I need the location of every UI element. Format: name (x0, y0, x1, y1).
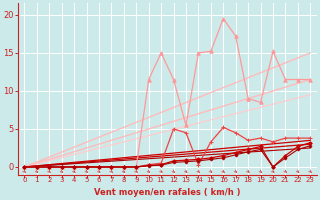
X-axis label: Vent moyen/en rafales ( km/h ): Vent moyen/en rafales ( km/h ) (94, 188, 241, 197)
